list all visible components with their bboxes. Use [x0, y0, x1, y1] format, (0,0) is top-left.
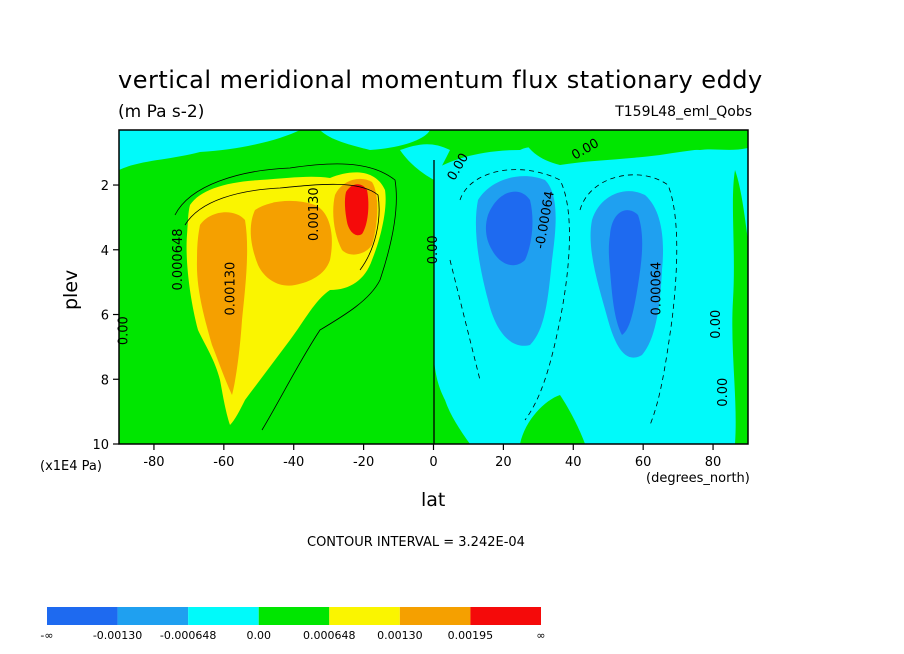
- y-tick-label: 2: [101, 179, 109, 194]
- field-positive-max: [344, 184, 369, 236]
- field-positive-low-bottom-right: [520, 395, 585, 444]
- x-tick-label: -40: [283, 455, 304, 470]
- field-negative-low-equator: [400, 144, 450, 180]
- colorbar-swatch: [117, 607, 189, 625]
- x-axis-ticks: -80 -60 -40 -20 0 20 40 60 80: [143, 444, 721, 470]
- colorbar-label: -0.000648: [160, 629, 216, 642]
- field-negative-low-top-mid: [320, 130, 430, 150]
- x-axis-unit: (degrees_north): [646, 471, 750, 486]
- field-positive-low-right-band: [520, 130, 748, 165]
- colorbar-label: 0.00195: [448, 629, 494, 642]
- colorbar-label: 0.000648: [303, 629, 356, 642]
- x-tick-label: 20: [495, 455, 512, 470]
- field-negative-high-lobe-20n: [485, 191, 533, 266]
- contour-line-solid-outer: [174, 163, 397, 431]
- contour-label: 0.00: [426, 235, 441, 264]
- field-negative-high-lobe-55n: [608, 210, 643, 335]
- contour-line-dashed-20n: [459, 169, 570, 421]
- colorbar-swatch: [188, 607, 259, 625]
- colorbar-swatch: [47, 607, 118, 625]
- x-axis-label: lat: [421, 489, 446, 511]
- field-positive-low-right-edge: [732, 170, 748, 444]
- contour-line-dashed-outer: [449, 259, 481, 381]
- field-positive-high-center: [250, 200, 332, 286]
- contour-interval-text: CONTOUR INTERVAL = 3.242E-04: [307, 535, 525, 550]
- colorbar-label: 0.00130: [377, 629, 423, 642]
- y-axis-ticks: 2 4 6 8 10: [92, 179, 119, 453]
- x-tick-label: -20: [353, 455, 374, 470]
- contour-line-dashed-55n: [579, 174, 678, 426]
- colorbar-swatch: [258, 607, 330, 625]
- x-tick-label: 0: [429, 455, 437, 470]
- contour-label: 0.00130: [223, 262, 238, 316]
- contour-label: 0.00: [117, 316, 132, 345]
- run-label: T159L48_eml_Qobs: [615, 104, 752, 120]
- x-tick-label: 60: [635, 455, 652, 470]
- colorbar-label: -0.00130: [93, 629, 142, 642]
- y-tick-label: 8: [101, 373, 109, 388]
- colorbar-swatch: [470, 607, 541, 625]
- contour-label: 0.00: [716, 378, 731, 407]
- x-tick-label: -60: [213, 455, 234, 470]
- units-label: (m Pa s-2): [118, 102, 205, 122]
- field-negative-low-top-left: [119, 130, 300, 170]
- contour-lines: [174, 160, 678, 444]
- contour-fill: [119, 130, 748, 444]
- colorbar-swatch: [399, 607, 471, 625]
- contour-label: 0.00064: [650, 262, 665, 316]
- colorbar: -∞ -0.00130 -0.000648 0.00 0.000648 0.00130 0.…: [40, 607, 546, 642]
- colorbar-label: ∞: [536, 629, 545, 642]
- y-tick-label: 10: [92, 438, 109, 453]
- colorbar-label: -∞: [40, 629, 53, 642]
- contour-line-solid-inner: [184, 183, 380, 271]
- y-axis-unit: (x1E4 Pa): [40, 459, 102, 474]
- colorbar-label: 0.00: [246, 629, 271, 642]
- x-tick-label: -80: [143, 455, 164, 470]
- contour-label: 0.000648: [171, 228, 186, 290]
- y-tick-label: 6: [101, 309, 109, 324]
- contour-label: 0.00130: [307, 187, 322, 241]
- colorbar-swatch: [329, 607, 400, 625]
- chart-title: vertical meridional momentum flux statio…: [118, 66, 763, 94]
- x-tick-label: 40: [565, 455, 582, 470]
- contour-label: 0.00: [709, 310, 724, 339]
- field-positive-high-left: [196, 212, 248, 395]
- x-tick-label: 80: [705, 455, 722, 470]
- y-tick-label: 4: [101, 244, 109, 259]
